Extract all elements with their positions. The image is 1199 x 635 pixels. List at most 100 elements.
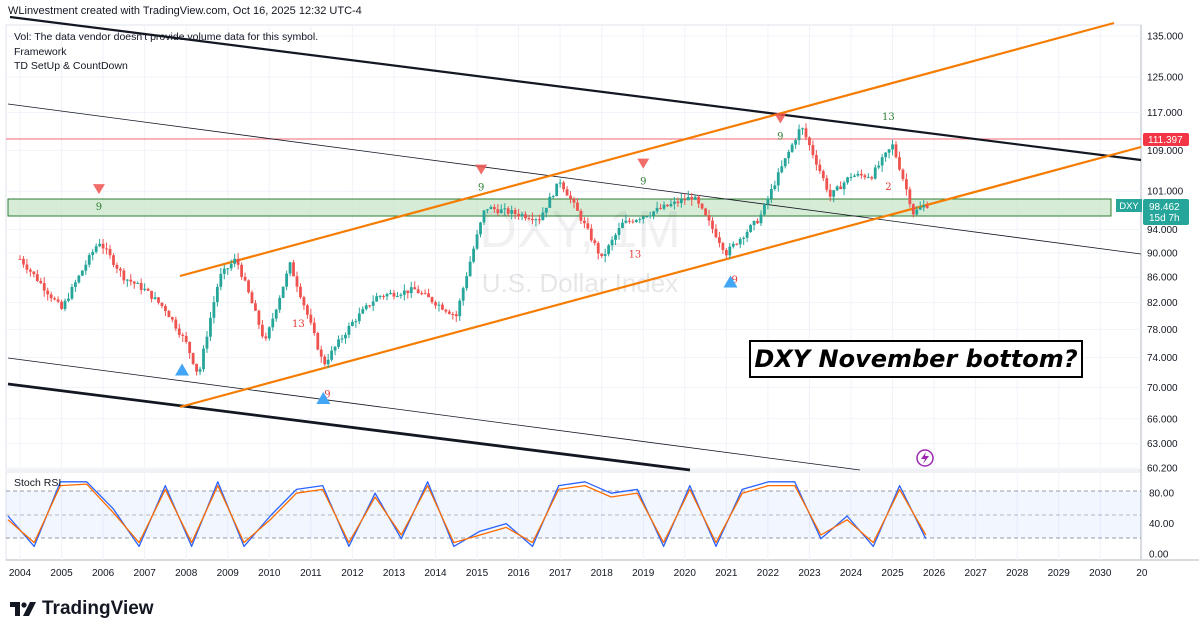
annotation-box[interactable]: DXY November bottom?	[749, 340, 1083, 378]
td-count-label: 13	[292, 319, 305, 330]
upper-long-trendline[interactable]	[9, 15, 1142, 162]
time-tick-label: 2024	[840, 568, 863, 579]
time-tick-label: 2006	[92, 568, 115, 579]
candle-body	[763, 204, 766, 215]
candle-body	[222, 268, 226, 274]
candle-body	[565, 189, 569, 196]
candle-body	[174, 319, 178, 329]
candle-body	[880, 157, 884, 166]
candle-body	[361, 309, 365, 314]
candle-body	[641, 216, 645, 220]
candle-body	[420, 293, 424, 295]
buy-signal-marker[interactable]	[723, 275, 738, 288]
upper-thin-trendline[interactable]	[7, 103, 1142, 255]
candle-body	[212, 302, 216, 318]
candle-body	[873, 167, 877, 179]
candle-body	[399, 294, 403, 296]
candle-body	[520, 214, 524, 217]
time-tick-label: 2013	[383, 568, 406, 579]
watermark-name: U.S. Dollar Index	[482, 268, 679, 298]
time-tick-label: 2026	[923, 568, 946, 579]
candle-body	[894, 144, 898, 158]
candle-body	[669, 203, 673, 207]
chart-attribution: WLinvestment created with TradingView.co…	[8, 5, 362, 17]
indicator-framework[interactable]: Framework	[14, 45, 67, 58]
time-tick-label: 2025	[881, 568, 904, 579]
candle-body	[357, 313, 361, 322]
time-tick-label: 2029	[1048, 568, 1071, 579]
candle-body	[347, 325, 351, 335]
candle-body	[679, 199, 683, 204]
lower-thin-trendline[interactable]	[7, 357, 861, 471]
candle-body	[143, 288, 147, 290]
indicator-td-setup[interactable]: TD SetUp & CountDown	[14, 60, 128, 72]
candle-body	[738, 238, 742, 245]
candle-body	[856, 173, 860, 176]
candle-body	[572, 198, 576, 203]
tradingview-brand: TradingView	[42, 598, 154, 619]
candle-body	[430, 297, 434, 303]
sell-signal-marker[interactable]	[637, 158, 650, 169]
indicator-vol[interactable]: Vol: The data vendor doesn't provide vol…	[14, 31, 319, 43]
candle-body	[905, 179, 908, 190]
candle-body	[354, 321, 358, 323]
footer: TradingView	[10, 598, 154, 620]
candle-body	[285, 273, 289, 287]
candle-body	[205, 336, 209, 349]
candle-body	[496, 209, 500, 213]
candle-body	[797, 129, 801, 141]
candle-body	[250, 292, 254, 304]
channel-lower-line[interactable]	[179, 145, 1142, 409]
time-tick-label: 2004	[9, 568, 32, 579]
candle-body	[621, 222, 624, 229]
candle-body	[84, 264, 88, 271]
candle-body	[558, 182, 562, 184]
candle-body	[451, 313, 455, 315]
candle-body	[257, 310, 261, 325]
candle-body	[447, 311, 451, 314]
candle-body	[215, 286, 219, 303]
time-tick-label: 2027	[965, 568, 988, 579]
candle-body	[492, 207, 496, 210]
candle-body	[714, 228, 718, 238]
candle-body	[157, 297, 160, 303]
candle-body	[233, 258, 237, 264]
sell-signal-marker[interactable]	[92, 184, 105, 195]
price-tick-label: 74.000	[1147, 353, 1178, 364]
channel-upper-line[interactable]	[179, 21, 1115, 278]
candle-body	[818, 164, 822, 172]
candle-body	[596, 243, 600, 254]
support-zone[interactable]	[7, 198, 1112, 217]
candle-body	[406, 290, 410, 294]
candle-body	[544, 207, 548, 213]
candle-body	[254, 303, 257, 311]
lower-long-trendline[interactable]	[7, 382, 691, 472]
candle-body	[198, 369, 202, 372]
candle-body	[132, 281, 136, 284]
tradingview-logo-icon	[10, 602, 36, 616]
candle-body	[70, 286, 74, 299]
candle-body	[49, 294, 53, 299]
candle-body	[631, 221, 635, 223]
candle-body	[444, 309, 448, 312]
buy-signal-marker[interactable]	[316, 391, 331, 404]
td-count-label: 9	[731, 275, 737, 286]
sell-signal-marker[interactable]	[774, 113, 787, 124]
buy-signal-marker[interactable]	[175, 363, 190, 376]
sell-signal-marker[interactable]	[475, 164, 488, 175]
candle-body	[794, 140, 797, 145]
candle-body	[887, 149, 891, 153]
price-tick-label: 66.000	[1147, 414, 1178, 425]
candle-body	[645, 216, 649, 218]
candle-body	[673, 201, 676, 204]
candle-body	[22, 258, 25, 265]
candle-body	[537, 219, 541, 221]
candle-body	[884, 152, 888, 158]
candle-body	[371, 301, 375, 306]
candle-body	[115, 264, 119, 269]
stoch-rsi-label[interactable]: Stoch RSI	[14, 477, 62, 489]
candle-body	[340, 338, 344, 340]
indicator-legend: Vol: The data vendor doesn't provide vol…	[14, 30, 318, 74]
candle-body	[202, 348, 205, 370]
